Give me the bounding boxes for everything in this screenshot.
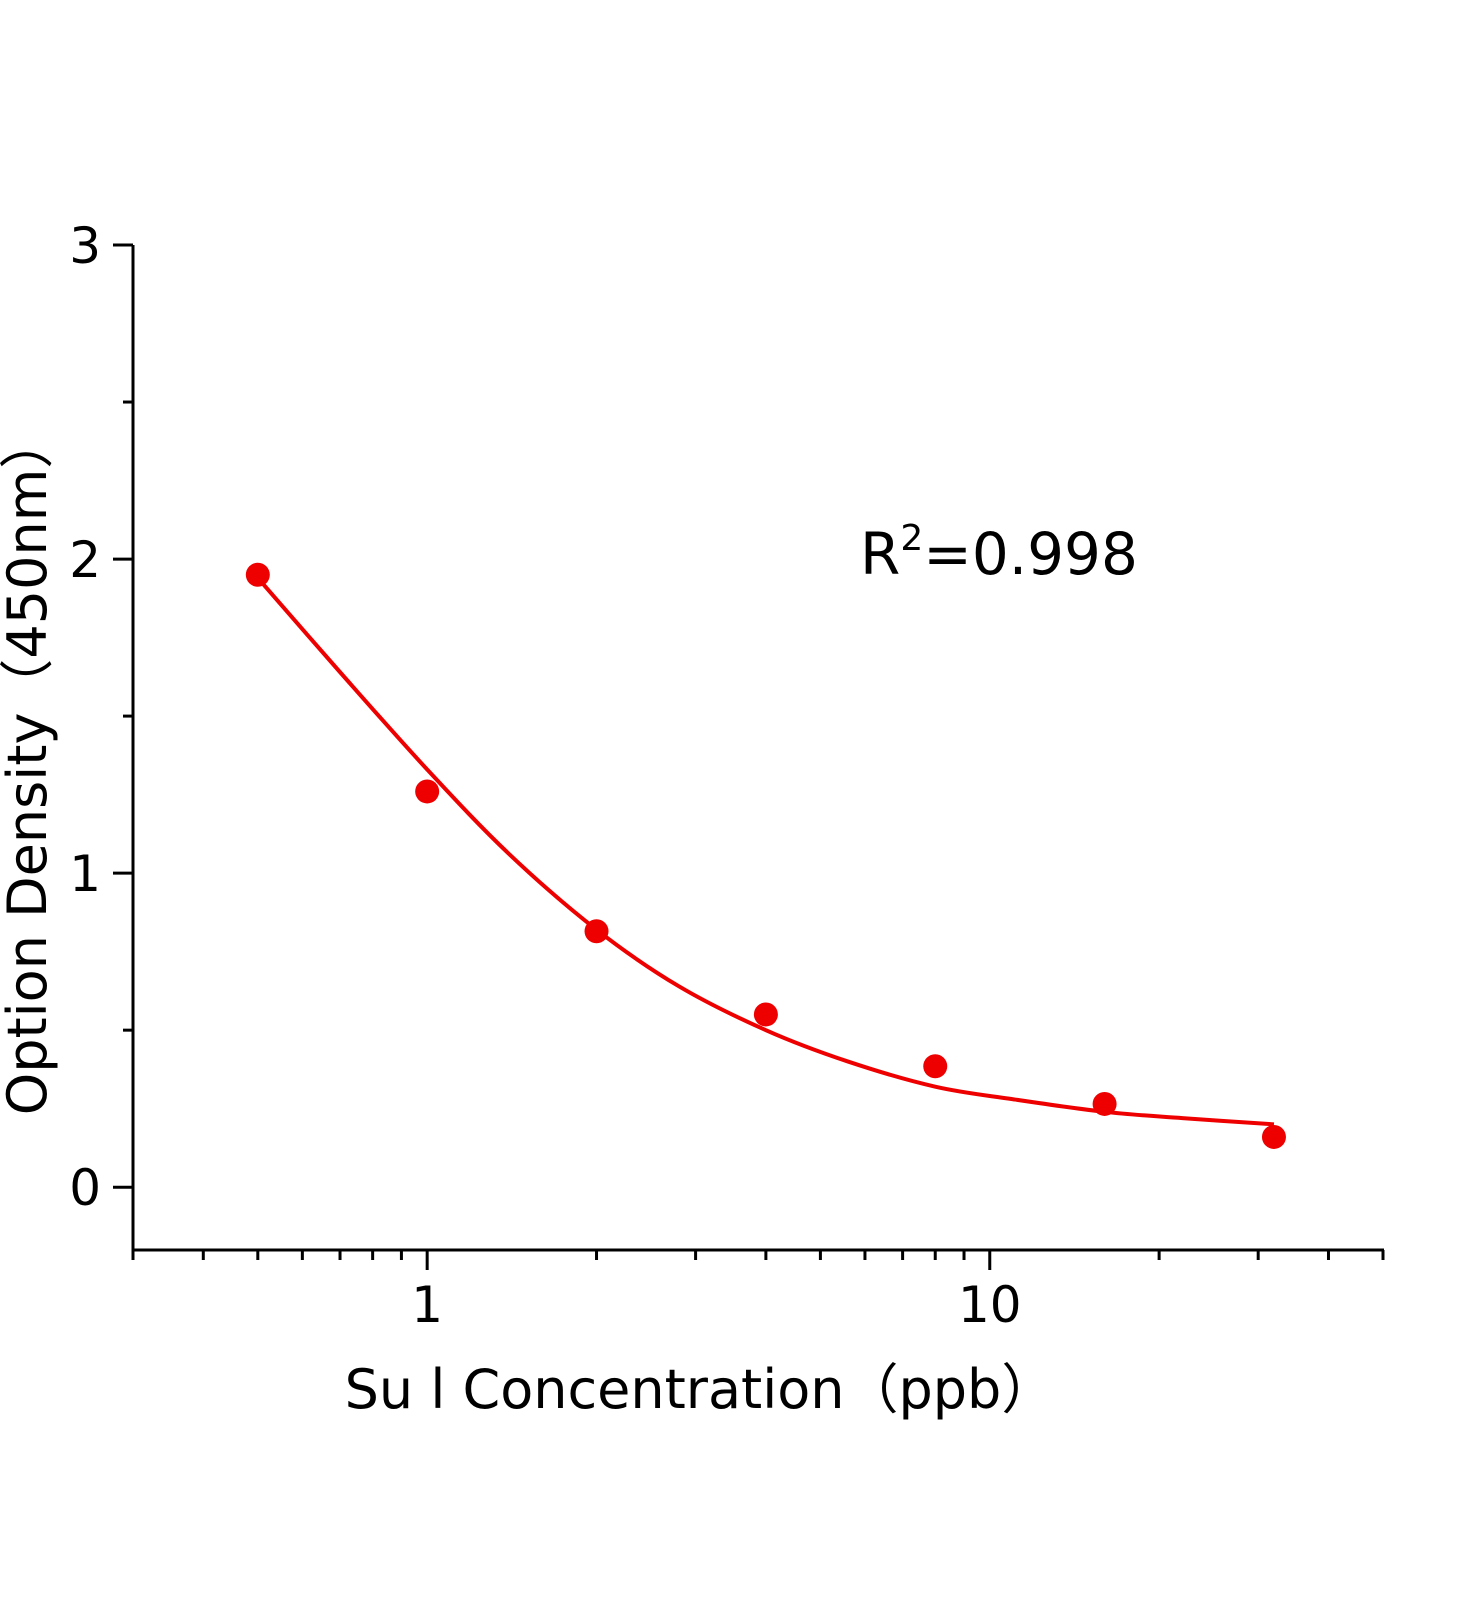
y-tick-label: 1 [69, 845, 101, 903]
x-axis-label: Su l Concentration（ppb） [345, 1358, 1056, 1421]
x-tick-label: 1 [411, 1276, 443, 1334]
data-point [1092, 1091, 1117, 1116]
data-point [1261, 1124, 1286, 1149]
r-squared-annotation: R2=0.998 [860, 518, 1138, 588]
data-point [584, 919, 609, 944]
fit-curve [256, 576, 1275, 1127]
y-tick-label: 2 [69, 531, 101, 589]
data-point [753, 1002, 778, 1027]
data-point [923, 1054, 948, 1079]
x-tick-label: 10 [958, 1276, 1022, 1334]
data-points [245, 562, 1286, 1149]
y-tick-label: 0 [69, 1159, 101, 1217]
data-point [245, 562, 270, 587]
fit-curve-group [256, 576, 1275, 1127]
axes: 0 1 2 3 1 10 [69, 217, 1385, 1334]
data-point [415, 779, 440, 804]
y-tick-label: 3 [69, 217, 101, 275]
y-axis-label: Option Density（450nm） [0, 415, 59, 1116]
